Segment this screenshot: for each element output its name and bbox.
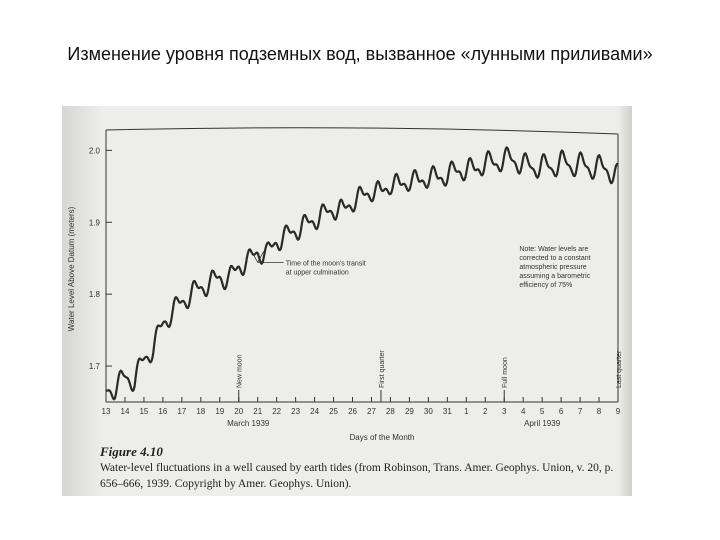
y-tick-label: 1.7 [89, 362, 101, 371]
annotation-line: efficiency of 75% [519, 282, 572, 289]
figure-caption-text: Water-level fluctuations in a well cause… [100, 462, 614, 490]
moon-phase-label: New moon [237, 354, 244, 388]
figure-caption: Figure 4.10 Water-level fluctuations in … [100, 444, 620, 492]
month-label: March 1939 [227, 419, 270, 428]
x-tick-label: 3 [502, 407, 507, 416]
x-tick-label: 22 [272, 407, 281, 416]
x-tick-label: 7 [578, 407, 583, 416]
y-axis-label: Water Level Above Datum (meters) [67, 206, 76, 331]
annotation-line: Note: Water levels are [519, 246, 588, 253]
x-tick-label: 18 [196, 407, 205, 416]
x-tick-label: 20 [234, 407, 243, 416]
transit-annotation: Time of the moon's transit at upper culmi… [251, 251, 366, 276]
annotation-line: at upper culmination [286, 269, 349, 276]
month-label: April 1939 [524, 419, 561, 428]
x-tick-label: 15 [139, 407, 148, 416]
x-tick-label: 24 [310, 407, 319, 416]
x-tick-label: 13 [102, 407, 111, 416]
x-tick-label: 16 [158, 407, 167, 416]
moon-phase-markers: New moon First quarter Full moon Last quart… [237, 350, 623, 402]
x-tick-label: 1 [464, 407, 469, 416]
x-tick-label: 29 [405, 407, 414, 416]
y-tick-label: 1.9 [89, 218, 101, 227]
moon-phase-label: Last quarter [616, 350, 623, 388]
x-axis-label: Days of the Month [350, 433, 415, 442]
annotation-line: atmospheric pressure [519, 264, 586, 271]
x-tick-label: 19 [215, 407, 224, 416]
chart-ticks: 1.71.81.92.013 14 15 16 17 18 19 20 21 22 23 24 25 26… [67, 146, 621, 442]
x-tick-label: 23 [291, 407, 300, 416]
annotation-line: Time of the moon's transit [286, 260, 366, 267]
annotation-pointer [251, 251, 284, 263]
x-tick-label: 30 [424, 407, 433, 416]
chart-axes [105, 127, 619, 403]
annotation-line: corrected to a constant [519, 255, 590, 262]
scan-shadow-right [618, 106, 632, 496]
top-frame-line [105, 127, 619, 135]
x-tick-label: 27 [367, 407, 376, 416]
chart-annotations: Time of the moon's transit at upper culmi… [251, 246, 591, 289]
x-tick-label: 25 [329, 407, 338, 416]
chart-series [105, 146, 619, 401]
scan-shadow-left [62, 106, 102, 496]
x-tick-label: 2 [483, 407, 488, 416]
water-level-line [105, 146, 619, 401]
scanned-figure: 1.7 1.8 1.9 2.0 13 14 15 16 17 18 19 20 21 22 23 24 25 26… [62, 106, 632, 496]
x-tick-label: 31 [443, 407, 452, 416]
x-tick-label: 28 [386, 407, 395, 416]
x-tick-label: 26 [348, 407, 357, 416]
annotation-line: assuming a barometric [519, 273, 590, 280]
x-tick-label: 4 [521, 407, 526, 416]
x-tick-label: 9 [616, 407, 621, 416]
pressure-note: Note: Water levels are corrected to a con… [519, 246, 590, 289]
x-tick-label: 5 [540, 407, 545, 416]
moon-phase-label: Full moon [502, 357, 509, 388]
x-tick-label: 6 [559, 407, 564, 416]
water-level-chart: 1.71.81.92.013 14 15 16 17 18 19 20 21 22 23 24 25 26… [67, 127, 623, 442]
x-tick-label: 21 [253, 407, 262, 416]
x-tick-label: 14 [121, 407, 130, 416]
x-tick-label: 17 [177, 407, 186, 416]
figure-number: Figure 4.10 [100, 444, 163, 459]
slide-title: Изменение уровня подземных вод, вызванно… [67, 44, 653, 64]
moon-phase-label: First quarter [379, 350, 386, 388]
y-tick-label: 2.0 [89, 146, 101, 155]
y-tick-label: 1.8 [89, 290, 101, 299]
x-tick-label: 8 [597, 407, 602, 416]
